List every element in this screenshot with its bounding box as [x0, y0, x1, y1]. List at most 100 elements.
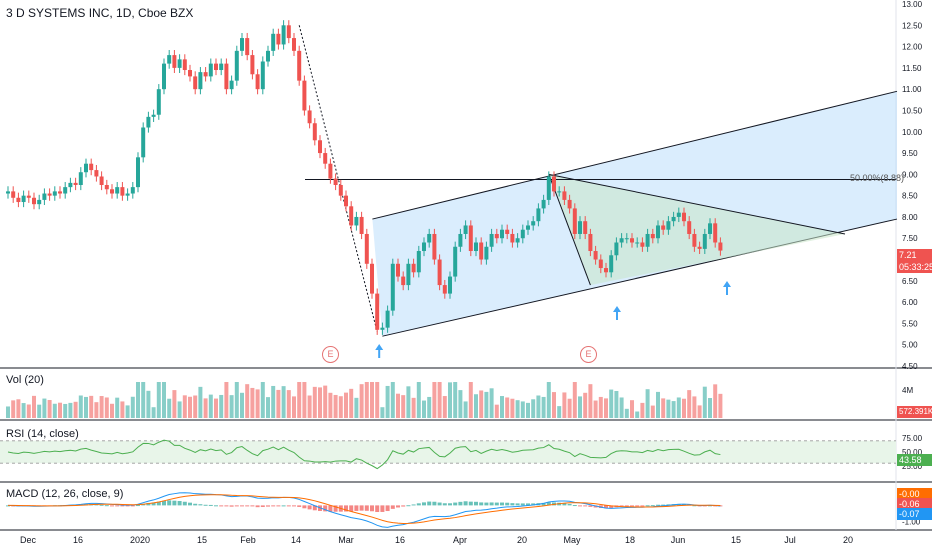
- volume-bar: [676, 397, 681, 418]
- macd-histogram-bar: [541, 502, 546, 506]
- volume-bar: [198, 386, 203, 418]
- macd-histogram-bar: [312, 505, 317, 511]
- candle-body: [52, 191, 57, 196]
- macd-histogram-bar: [546, 502, 551, 506]
- time-tick-label: Apr: [453, 535, 467, 545]
- volume-bar: [84, 396, 88, 418]
- macd-histogram-bar: [578, 505, 582, 507]
- time-tick-label: 15: [197, 535, 207, 545]
- macd-histogram-bar: [484, 502, 489, 506]
- macd-histogram-bar: [609, 505, 614, 508]
- candle-body: [58, 191, 62, 194]
- candle-body: [245, 38, 250, 56]
- earnings-marker[interactable]: E: [322, 346, 339, 363]
- volume-bar: [297, 382, 302, 418]
- macd-histogram-bar: [146, 502, 151, 506]
- volume-bar: [203, 398, 208, 418]
- volume-bar: [292, 396, 296, 418]
- macd-tick-label: -1.00: [902, 518, 921, 527]
- volume-bar: [338, 396, 343, 418]
- candle-body: [401, 276, 406, 286]
- macd-histogram-bar: [494, 502, 499, 506]
- macd-histogram-bar: [630, 505, 634, 507]
- macd-histogram-bar: [682, 504, 686, 506]
- macd-histogram-bar: [344, 505, 348, 512]
- macd-histogram-bar: [292, 505, 296, 507]
- candle-body: [162, 63, 166, 90]
- candle-body: [411, 263, 416, 273]
- volume-tick-label: 4M: [902, 386, 913, 395]
- candle-body: [448, 276, 452, 294]
- macd-histogram-bar: [260, 505, 265, 507]
- macd-histogram-bar: [354, 505, 359, 511]
- time-tick-label: Jul: [784, 535, 796, 545]
- candle-body: [364, 233, 369, 264]
- candle-body: [104, 185, 109, 190]
- candle-body: [349, 206, 354, 226]
- volume-bar: [630, 400, 634, 418]
- volume-bar: [567, 398, 572, 418]
- candle-body: [21, 195, 26, 203]
- rsi-tick-label: 50.00: [902, 448, 923, 457]
- macd-histogram-bar: [125, 505, 130, 507]
- macd-histogram-bar: [266, 505, 270, 507]
- volume-bar: [130, 396, 135, 418]
- candle-body: [541, 199, 546, 209]
- earnings-marker[interactable]: E: [580, 346, 597, 363]
- candle-body: [583, 221, 588, 234]
- volume-bar: [593, 400, 598, 418]
- candle-body: [531, 221, 536, 226]
- volume-bar: [494, 404, 499, 418]
- volume-bar: [510, 398, 515, 418]
- candle-body: [26, 195, 31, 198]
- volume-bar: [656, 391, 660, 418]
- time-tick-label: Dec: [20, 535, 37, 545]
- volume-bar: [396, 393, 400, 418]
- volume-bar: [188, 396, 192, 418]
- candle-body: [16, 197, 21, 203]
- candle-body: [214, 63, 218, 71]
- candle-body: [390, 263, 395, 311]
- macd-histogram-bar: [167, 500, 172, 506]
- candle-body: [578, 221, 582, 234]
- volume-bar: [702, 386, 707, 418]
- macd-histogram-bar: [411, 504, 416, 506]
- volume-bar: [604, 398, 608, 418]
- time-tick-label: 20: [517, 535, 527, 545]
- volume-bar: [193, 395, 198, 418]
- volume-bar: [240, 392, 244, 418]
- volume-bar: [99, 396, 104, 418]
- volume-bar: [312, 386, 317, 418]
- volume-bar: [68, 402, 73, 418]
- triangle-leg-line: [548, 174, 591, 286]
- price-tick-label: 11.50: [902, 64, 922, 73]
- fib-level-label: 50.00%(8.88): [850, 173, 905, 183]
- candle-body: [11, 191, 16, 198]
- candle-body: [645, 233, 650, 247]
- rsi-pane-label: RSI (14, close): [6, 428, 79, 440]
- macd-histogram-bar: [370, 505, 374, 512]
- candle-body: [416, 251, 421, 273]
- volume-bar: [479, 390, 484, 418]
- macd-histogram-bar: [500, 502, 504, 506]
- volume-bar: [406, 386, 411, 418]
- price-tick-label: 5.50: [902, 319, 918, 328]
- volume-bar: [375, 382, 380, 418]
- macd-histogram-bar: [390, 505, 395, 509]
- up-arrow-icon: [375, 344, 384, 358]
- candle-body: [510, 233, 515, 243]
- rsi-tick-label: 75.00: [902, 434, 923, 443]
- candle-body: [78, 172, 83, 185]
- volume-bar: [323, 385, 328, 418]
- volume-bar: [120, 401, 125, 418]
- macd-histogram-bar: [255, 505, 260, 508]
- volume-bar: [666, 399, 671, 418]
- candle-body: [292, 38, 296, 51]
- macd-histogram-bar: [99, 504, 104, 506]
- volume-bar: [416, 382, 421, 418]
- macd-line: [7, 492, 721, 528]
- candle-body: [172, 55, 177, 68]
- macd-histogram-bar: [188, 502, 192, 506]
- macd-histogram-bar: [198, 504, 203, 506]
